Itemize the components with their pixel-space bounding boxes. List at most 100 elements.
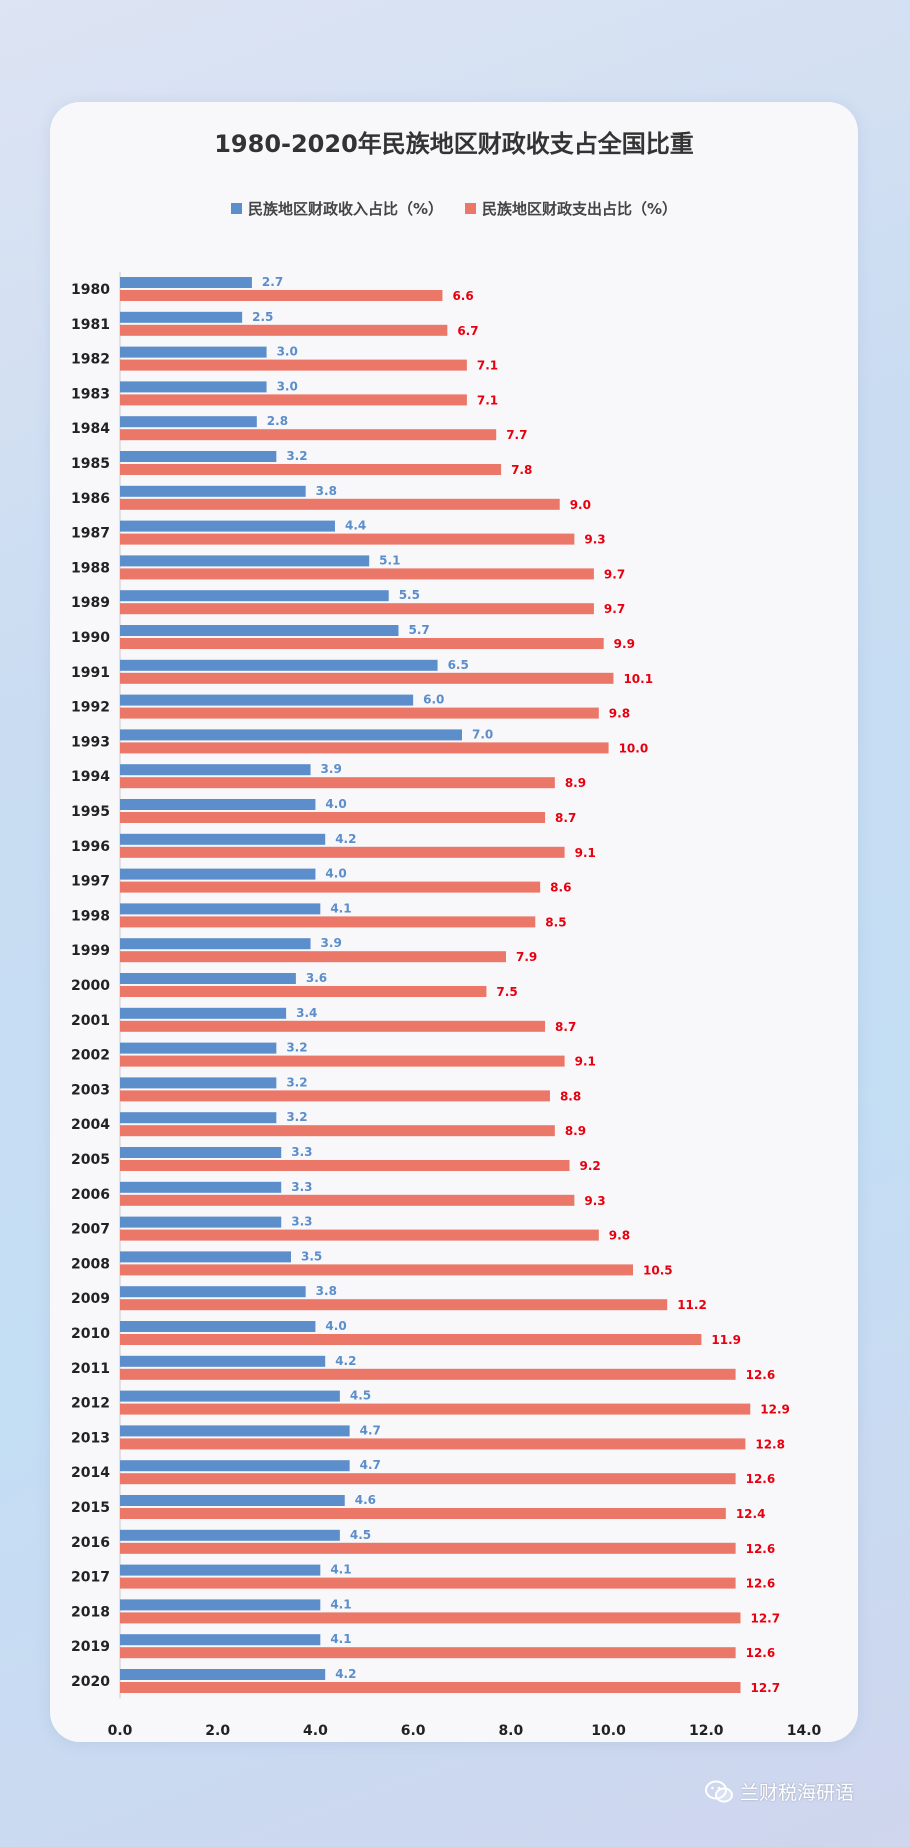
y-tick-label: 2008: [71, 1256, 110, 1272]
bar-expense: [120, 1438, 746, 1450]
data-label-expense: 10.0: [619, 741, 649, 755]
legend-item-expense: 民族地区财政支出占比（%）: [465, 198, 677, 219]
y-tick-label: 1999: [71, 943, 110, 959]
data-label-expense: 9.2: [579, 1159, 600, 1173]
bar-income: [120, 1564, 321, 1576]
data-label-expense: 7.1: [477, 393, 498, 407]
data-label-income: 4.6: [355, 1493, 376, 1507]
bar-expense: [120, 1473, 736, 1485]
bar-expense: [120, 1368, 736, 1380]
data-label-income: 3.0: [277, 345, 298, 359]
data-label-income: 4.2: [335, 832, 356, 846]
bar-income: [120, 764, 311, 776]
bar-income: [120, 1390, 340, 1402]
data-label-income: 5.1: [379, 553, 400, 567]
watermark: 兰财税海研语: [704, 1778, 854, 1805]
data-label-income: 3.3: [291, 1215, 312, 1229]
legend-item-income: 民族地区财政收入占比（%）: [230, 198, 443, 219]
bar-expense: [120, 1508, 726, 1519]
data-label-expense: 12.8: [755, 1437, 785, 1451]
data-label-expense: 8.6: [550, 881, 571, 895]
bar-income: [120, 833, 326, 845]
data-label-income: 4.5: [350, 1389, 371, 1403]
bar-income: [120, 416, 257, 428]
bar-expense: [120, 1020, 546, 1032]
bar-expense: [120, 881, 541, 893]
bar-expense: [120, 1577, 736, 1589]
bar-expense: [120, 533, 575, 545]
bar-income: [120, 1077, 277, 1089]
bar-expense: [120, 1334, 702, 1345]
y-tick-label: 2019: [71, 1639, 110, 1655]
y-tick-label: 1998: [71, 908, 110, 924]
data-label-income: 3.3: [291, 1145, 312, 1159]
bar-expense: [120, 742, 609, 754]
y-tick-label: 2009: [71, 1291, 110, 1307]
data-label-expense: 8.7: [555, 811, 576, 825]
bar-income: [120, 381, 267, 393]
bar-expense: [120, 1194, 575, 1206]
y-tick-label: 1992: [71, 700, 110, 716]
bar-income: [120, 451, 277, 462]
y-tick-label: 1994: [71, 769, 110, 785]
bar-expense: [120, 638, 604, 649]
chart-card: 1980-2020年民族地区财政收支占全国比重 民族地区财政收入占比（%） 民族…: [50, 102, 858, 1742]
data-label-expense: 6.7: [457, 324, 478, 338]
data-label-expense: 6.6: [452, 289, 473, 303]
bar-expense: [120, 1125, 555, 1137]
data-label-expense: 9.1: [575, 1055, 596, 1069]
bar-income: [120, 1460, 350, 1472]
data-label-income: 3.2: [286, 449, 307, 463]
bar-expense: [120, 1264, 633, 1276]
data-label-expense: 12.6: [746, 1646, 776, 1660]
data-label-expense: 8.9: [565, 1124, 586, 1138]
data-label-income: 3.6: [306, 971, 327, 985]
data-label-income: 3.8: [316, 484, 337, 498]
data-label-income: 3.2: [286, 1041, 307, 1055]
data-label-expense: 12.7: [750, 1611, 780, 1625]
data-label-expense: 12.6: [746, 1577, 776, 1591]
bar-expense: [120, 707, 599, 719]
bar-income: [120, 277, 252, 288]
bar-income: [120, 694, 414, 706]
y-tick-label: 1993: [71, 734, 110, 750]
bar-expense: [120, 359, 467, 371]
y-tick-label: 2002: [71, 1048, 110, 1064]
y-tick-label: 2012: [71, 1396, 110, 1412]
y-tick-label: 2003: [71, 1082, 110, 1098]
bar-chart: 1980 2.7 6.6 1981 2.5 6.7 1982 3.0 7.1 1983 3.0 7.1…: [71, 272, 822, 1739]
data-label-expense: 8.5: [545, 915, 566, 929]
data-label-expense: 9.0: [570, 498, 591, 512]
bar-income: [120, 1286, 306, 1298]
data-label-income: 3.2: [286, 1075, 307, 1089]
bar-expense: [120, 1299, 668, 1311]
bar-income: [120, 1251, 291, 1263]
bar-income: [120, 1112, 277, 1124]
bar-expense: [120, 1055, 565, 1067]
bar-expense: [120, 1542, 736, 1554]
bar-expense: [120, 672, 614, 684]
bar-income: [120, 1669, 326, 1680]
legend-swatch-expense: [465, 203, 476, 214]
y-tick-label: 1996: [71, 839, 110, 855]
y-tick-label: 2016: [71, 1535, 110, 1551]
data-label-income: 6.5: [448, 658, 469, 672]
bar-income: [120, 973, 296, 984]
y-tick-label: 2015: [71, 1500, 110, 1516]
data-label-expense: 8.7: [555, 1020, 576, 1034]
y-tick-label: 1989: [71, 595, 110, 611]
y-tick-label: 2020: [71, 1674, 110, 1690]
x-tick-label: 10.0: [591, 1723, 626, 1739]
bar-expense: [120, 846, 565, 858]
y-tick-label: 2006: [71, 1187, 110, 1203]
data-label-income: 4.4: [345, 519, 366, 533]
legend-swatch-income: [230, 203, 242, 214]
data-label-income: 2.5: [252, 310, 273, 324]
bar-income: [120, 1425, 350, 1437]
data-label-expense: 11.9: [711, 1333, 741, 1347]
x-tick-label: 4.0: [303, 1723, 328, 1739]
data-label-income: 5.7: [408, 623, 429, 637]
bar-income: [120, 1147, 282, 1158]
data-label-income: 4.5: [350, 1528, 371, 1542]
bar-income: [120, 1529, 340, 1541]
